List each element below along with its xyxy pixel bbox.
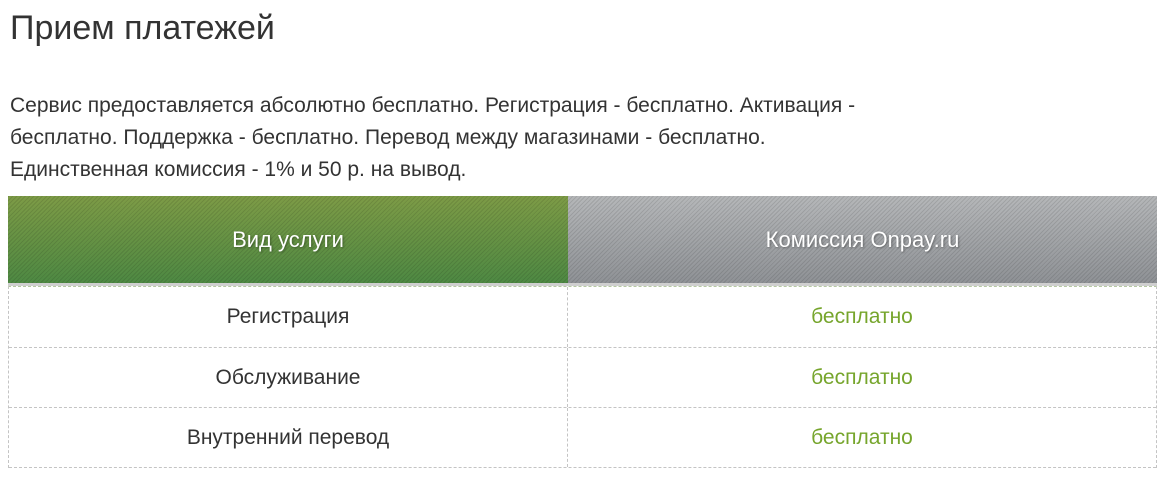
service-cell: Регистрация: [9, 287, 568, 347]
page-title: Прием платежей: [10, 9, 275, 47]
intro-line: бесплатно. Поддержка - бесплатно. Перево…: [10, 126, 766, 149]
page: Прием платежей Сервис предоставляется аб…: [0, 8, 1165, 499]
commission-cell: бесплатно: [811, 425, 913, 449]
table-row: Обслуживание бесплатно: [9, 348, 1156, 408]
intro-line: Сервис предоставляется абсолютно бесплат…: [10, 94, 856, 117]
table-header-row: Вид услуги Комиссия Onpay.ru: [8, 196, 1157, 286]
intro-line: Единственная комиссия - 1% и 50 р. на вы…: [10, 158, 467, 181]
table-body: Регистрация бесплатно Обслуживание беспл…: [8, 286, 1157, 468]
column-header-service: Вид услуги: [8, 196, 568, 283]
table-row: Регистрация бесплатно: [9, 287, 1156, 348]
commission-cell: бесплатно: [811, 365, 913, 389]
table-row: Внутренний перевод бесплатно: [9, 408, 1156, 468]
pricing-table: Вид услуги Комиссия Onpay.ru Регистрация…: [8, 196, 1157, 468]
service-cell: Внутренний перевод: [9, 408, 568, 467]
column-header-commission: Комиссия Onpay.ru: [568, 196, 1157, 283]
service-cell: Обслуживание: [9, 348, 568, 407]
intro-paragraph: Сервис предоставляется абсолютно бесплат…: [10, 90, 1165, 186]
commission-cell: бесплатно: [811, 305, 913, 328]
